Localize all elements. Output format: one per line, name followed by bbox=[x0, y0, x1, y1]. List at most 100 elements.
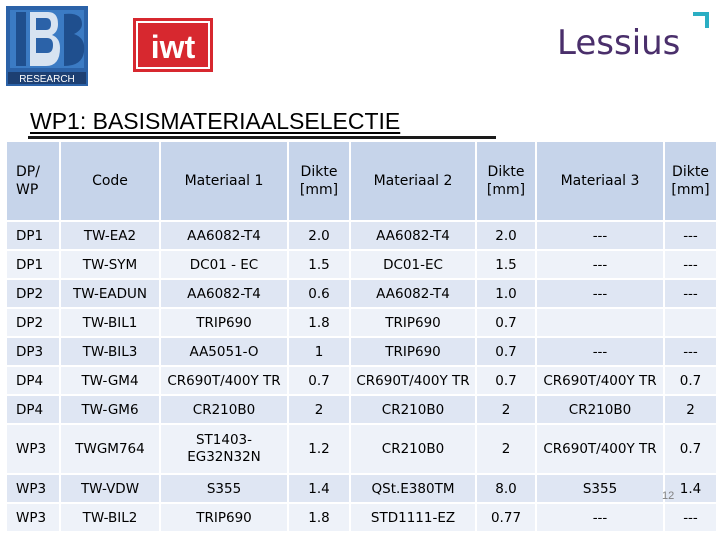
cell-thickness-3: 0.7 bbox=[665, 367, 718, 396]
cell-thickness-1: 2 bbox=[289, 396, 351, 425]
table-row: DP1 TW-SYM DC01 - EC 1.5 DC01-EC 1.5 ---… bbox=[7, 251, 718, 280]
cell-material-3: --- bbox=[537, 280, 665, 309]
cell-thickness-1: 2.0 bbox=[289, 222, 351, 251]
cell-material-1: TRIP690 bbox=[161, 309, 289, 338]
cell-dp: DP4 bbox=[7, 367, 61, 396]
cell-material-1: TRIP690 bbox=[161, 504, 289, 533]
table-row: DP2 TW-BIL1 TRIP690 1.8 TRIP690 0.7 bbox=[7, 309, 718, 338]
slide-title: WP1: BASISMATERIAALSELECTIE bbox=[30, 108, 401, 134]
cell-thickness-1: 1 bbox=[289, 338, 351, 367]
cell-thickness-3: --- bbox=[665, 251, 718, 280]
header-code: Code bbox=[61, 142, 161, 222]
header-material-2: Materiaal 2 bbox=[351, 142, 477, 222]
cell-material-1: CR690T/400Y TR bbox=[161, 367, 289, 396]
cell-thickness-3: 2 bbox=[665, 396, 718, 425]
cell-code: TW-SYM bbox=[61, 251, 161, 280]
cell-code: TW-GM4 bbox=[61, 367, 161, 396]
cell-thickness-1: 0.6 bbox=[289, 280, 351, 309]
cell-thickness-1: 1.8 bbox=[289, 504, 351, 533]
cell-thickness-2: 0.7 bbox=[477, 338, 537, 367]
cell-material-2: STD1111-EZ bbox=[351, 504, 477, 533]
cell-thickness-2: 0.7 bbox=[477, 367, 537, 396]
table-row: DP1 TW-EA2 AA6082-T4 2.0 AA6082-T4 2.0 -… bbox=[7, 222, 718, 251]
cell-code: TW-EA2 bbox=[61, 222, 161, 251]
table-row: DP2 TW-EADUN AA6082-T4 0.6 AA6082-T4 1.0… bbox=[7, 280, 718, 309]
header-material-1: Materiaal 1 bbox=[161, 142, 289, 222]
cell-thickness-2: 0.7 bbox=[477, 309, 537, 338]
cell-material-3: CR210B0 bbox=[537, 396, 665, 425]
cell-thickness-3: 1.4 bbox=[665, 475, 718, 504]
table-row: DP3 TW-BIL3 AA5051-O 1 TRIP690 0.7 --- -… bbox=[7, 338, 718, 367]
header-thickness-3: Dikte [mm] bbox=[665, 142, 718, 222]
cell-thickness-3: 0.7 bbox=[665, 425, 718, 475]
cell-code: TW-EADUN bbox=[61, 280, 161, 309]
cell-thickness-2: 1.0 bbox=[477, 280, 537, 309]
cell-thickness-3: --- bbox=[665, 504, 718, 533]
cell-material-1: AA5051-O bbox=[161, 338, 289, 367]
cell-material-1: DC01 - EC bbox=[161, 251, 289, 280]
cell-material-1: ST1403-EG32N32N bbox=[161, 425, 289, 475]
cell-material-3: S355 bbox=[537, 475, 665, 504]
cell-material-3: CR690T/400Y TR bbox=[537, 367, 665, 396]
lessius-logo: Lessius bbox=[557, 12, 709, 63]
materials-table: DP/ WP Code Materiaal 1 Dikte [mm] Mater… bbox=[7, 142, 718, 533]
cell-material-1: AA6082-T4 bbox=[161, 280, 289, 309]
cell-thickness-3: --- bbox=[665, 280, 718, 309]
cell-material-2: TRIP690 bbox=[351, 338, 477, 367]
cell-thickness-1: 1.4 bbox=[289, 475, 351, 504]
cell-thickness-1: 1.2 bbox=[289, 425, 351, 475]
cell-thickness-1: 1.5 bbox=[289, 251, 351, 280]
cell-material-2: AA6082-T4 bbox=[351, 280, 477, 309]
table-row: DP4 TW-GM4 CR690T/400Y TR 0.7 CR690T/400… bbox=[7, 367, 718, 396]
header-thickness-1: Dikte [mm] bbox=[289, 142, 351, 222]
cell-material-1: AA6082-T4 bbox=[161, 222, 289, 251]
cell-thickness-2: 8.0 bbox=[477, 475, 537, 504]
cell-material-2: CR210B0 bbox=[351, 396, 477, 425]
cell-code: TW-BIL1 bbox=[61, 309, 161, 338]
research-logo: RESEARCH bbox=[6, 6, 88, 86]
cell-material-3: --- bbox=[537, 251, 665, 280]
cell-dp: DP4 bbox=[7, 396, 61, 425]
cell-material-1: CR210B0 bbox=[161, 396, 289, 425]
cell-dp: DP1 bbox=[7, 251, 61, 280]
cell-material-3: --- bbox=[537, 222, 665, 251]
cell-thickness-3: --- bbox=[665, 222, 718, 251]
research-logo-text: RESEARCH bbox=[19, 74, 75, 85]
header-material-3: Materiaal 3 bbox=[537, 142, 665, 222]
table-row: WP3 TW-BIL2 TRIP690 1.8 STD1111-EZ 0.77 … bbox=[7, 504, 718, 533]
table-row: DP4 TW-GM6 CR210B0 2 CR210B0 2 CR210B0 2 bbox=[7, 396, 718, 425]
cell-material-3: CR690T/400Y TR bbox=[537, 425, 665, 475]
cell-material-3: --- bbox=[537, 504, 665, 533]
cell-material-2: QSt.E380TM bbox=[351, 475, 477, 504]
cell-thickness-3: --- bbox=[665, 338, 718, 367]
cell-dp: DP3 bbox=[7, 338, 61, 367]
cell-thickness-2: 2 bbox=[477, 396, 537, 425]
cell-material-2: CR210B0 bbox=[351, 425, 477, 475]
lessius-logo-text: Lessius bbox=[557, 23, 680, 63]
cell-code: TWGM764 bbox=[61, 425, 161, 475]
cell-thickness-1: 1.8 bbox=[289, 309, 351, 338]
cell-thickness-1: 0.7 bbox=[289, 367, 351, 396]
cell-thickness-2: 0.77 bbox=[477, 504, 537, 533]
cell-code: TW-BIL3 bbox=[61, 338, 161, 367]
cell-dp: DP1 bbox=[7, 222, 61, 251]
cell-code: TW-VDW bbox=[61, 475, 161, 504]
table-row: WP3 TWGM764 ST1403-EG32N32N 1.2 CR210B0 … bbox=[7, 425, 718, 475]
table-header-row: DP/ WP Code Materiaal 1 Dikte [mm] Mater… bbox=[7, 142, 718, 222]
cell-material-2: TRIP690 bbox=[351, 309, 477, 338]
cell-thickness-2: 2.0 bbox=[477, 222, 537, 251]
cell-material-2: CR690T/400Y TR bbox=[351, 367, 477, 396]
cell-code: TW-BIL2 bbox=[61, 504, 161, 533]
cell-code: TW-GM6 bbox=[61, 396, 161, 425]
cell-thickness-3 bbox=[665, 309, 718, 338]
cell-thickness-2: 1.5 bbox=[477, 251, 537, 280]
cell-thickness-2: 2 bbox=[477, 425, 537, 475]
iwt-logo: iwt bbox=[133, 18, 213, 72]
cell-dp: WP3 bbox=[7, 425, 61, 475]
iwt-logo-text: iwt bbox=[151, 29, 196, 65]
table-row: WP3 TW-VDW S355 1.4 QSt.E380TM 8.0 S355 … bbox=[7, 475, 718, 504]
cell-material-2: DC01-EC bbox=[351, 251, 477, 280]
title-rule bbox=[28, 136, 496, 139]
cell-dp: DP2 bbox=[7, 280, 61, 309]
cell-material-2: AA6082-T4 bbox=[351, 222, 477, 251]
